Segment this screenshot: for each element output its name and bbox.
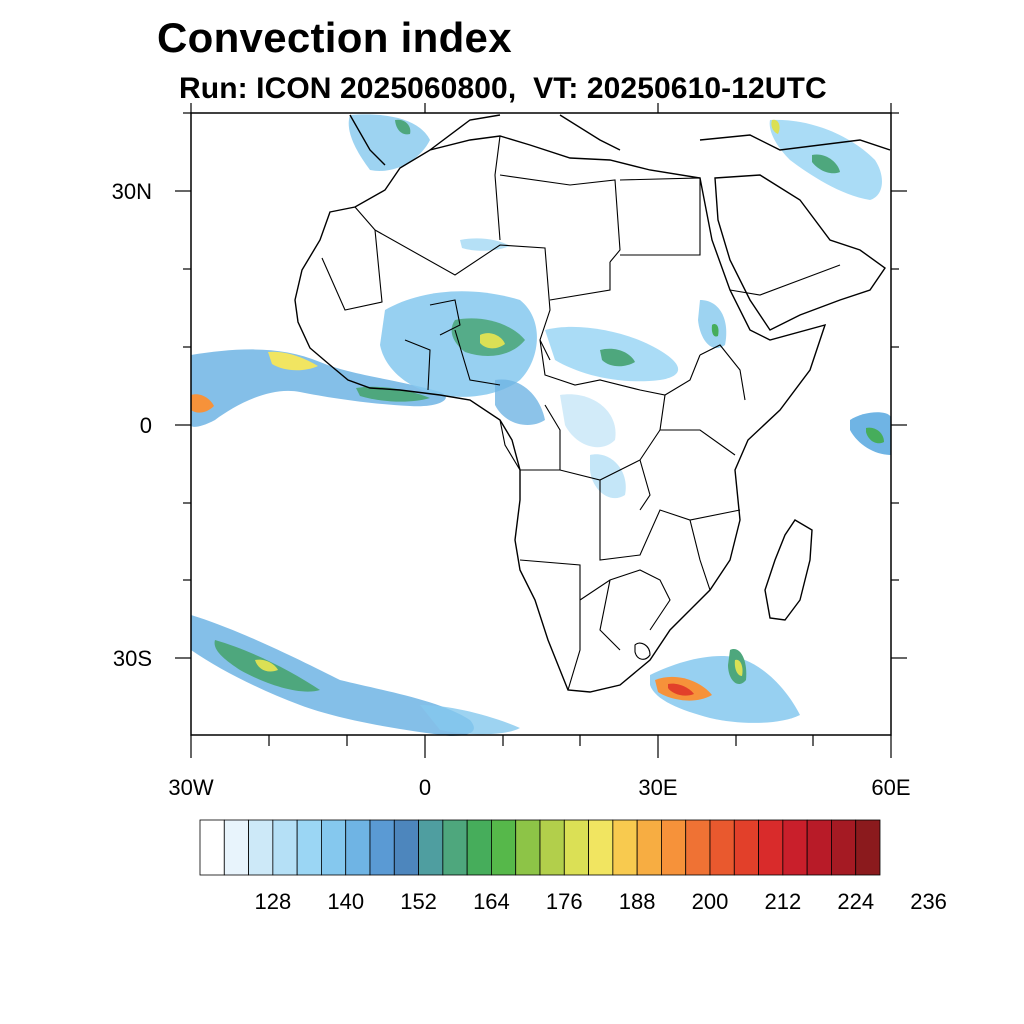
lon-label-0: 0 bbox=[418, 775, 432, 800]
lat-label-30s: 30S bbox=[112, 646, 152, 671]
lon-label-60e: 60E bbox=[871, 775, 911, 800]
colorbar-box bbox=[466, 819, 492, 876]
lat-label-0: 0 bbox=[139, 413, 152, 438]
plot-title: Convection index bbox=[157, 14, 512, 61]
colorbar-box bbox=[709, 819, 735, 876]
colorbar-box bbox=[588, 819, 614, 876]
convection-core-atlantic bbox=[268, 351, 318, 371]
madagascar-coastline bbox=[764, 519, 813, 621]
colorbar-tick-label: 224 bbox=[837, 889, 875, 914]
colorbar-box bbox=[563, 819, 589, 876]
convection-iberia bbox=[348, 114, 430, 171]
colorbar bbox=[199, 819, 881, 876]
colorbar-box bbox=[636, 819, 662, 876]
colorbar-box bbox=[685, 819, 711, 876]
colorbar-box bbox=[831, 819, 857, 876]
colorbar-box bbox=[661, 819, 687, 876]
axis-ticks bbox=[175, 103, 907, 758]
colorbar-box bbox=[369, 819, 395, 876]
colorbar-box bbox=[855, 819, 881, 876]
colorbar-tick-label: 176 bbox=[545, 889, 583, 914]
convection-core-atlantic-2 bbox=[191, 394, 214, 413]
plot-subtitle: Run: ICON 2025060800, VT: 20250610-12UTC bbox=[179, 72, 827, 105]
lon-label-30e: 30E bbox=[638, 775, 678, 800]
colorbar-box bbox=[491, 819, 517, 876]
colorbar-box bbox=[758, 819, 784, 876]
colorbar-box bbox=[418, 819, 444, 876]
colorbar-box bbox=[345, 819, 371, 876]
arabia-coastline bbox=[714, 174, 886, 331]
colorbar-box bbox=[393, 819, 419, 876]
colorbar-tick-label: 200 bbox=[691, 889, 729, 914]
colorbar-box bbox=[296, 819, 322, 876]
colorbar-box bbox=[733, 819, 759, 876]
convection-field bbox=[191, 114, 891, 736]
colorbar-box bbox=[806, 819, 832, 876]
colorbar-box bbox=[199, 819, 225, 876]
colorbar-box bbox=[612, 819, 638, 876]
borders bbox=[321, 135, 841, 691]
colorbar-tick-label: 236 bbox=[910, 889, 947, 914]
lon-label-30w: 30W bbox=[168, 775, 214, 800]
colorbar-box bbox=[248, 819, 274, 876]
colorbar-box bbox=[321, 819, 347, 876]
map-frame bbox=[190, 112, 892, 736]
convection-band-atlantic bbox=[191, 349, 446, 427]
colorbar-box bbox=[223, 819, 249, 876]
colorbar-box bbox=[442, 819, 468, 876]
lat-label-30n: 30N bbox=[111, 179, 152, 204]
africa-coastline bbox=[294, 135, 827, 693]
colorbar-box bbox=[515, 819, 541, 876]
colorbar-tick-label: 164 bbox=[473, 889, 510, 914]
colorbar-tick-label: 212 bbox=[764, 889, 802, 914]
europe-coastline bbox=[349, 114, 891, 166]
colorbar-box bbox=[782, 819, 808, 876]
colorbar-tick-label: 128 bbox=[254, 889, 292, 914]
colorbar-tick-label: 152 bbox=[400, 889, 437, 914]
colorbar-box bbox=[272, 819, 298, 876]
colorbar-tick-label: 188 bbox=[618, 889, 656, 914]
colorbar-box bbox=[539, 819, 565, 876]
convection-south-indian bbox=[650, 655, 800, 723]
convection-south-atlantic bbox=[191, 615, 474, 736]
coastlines bbox=[294, 114, 891, 693]
colorbar-tick-label: 140 bbox=[327, 889, 365, 914]
